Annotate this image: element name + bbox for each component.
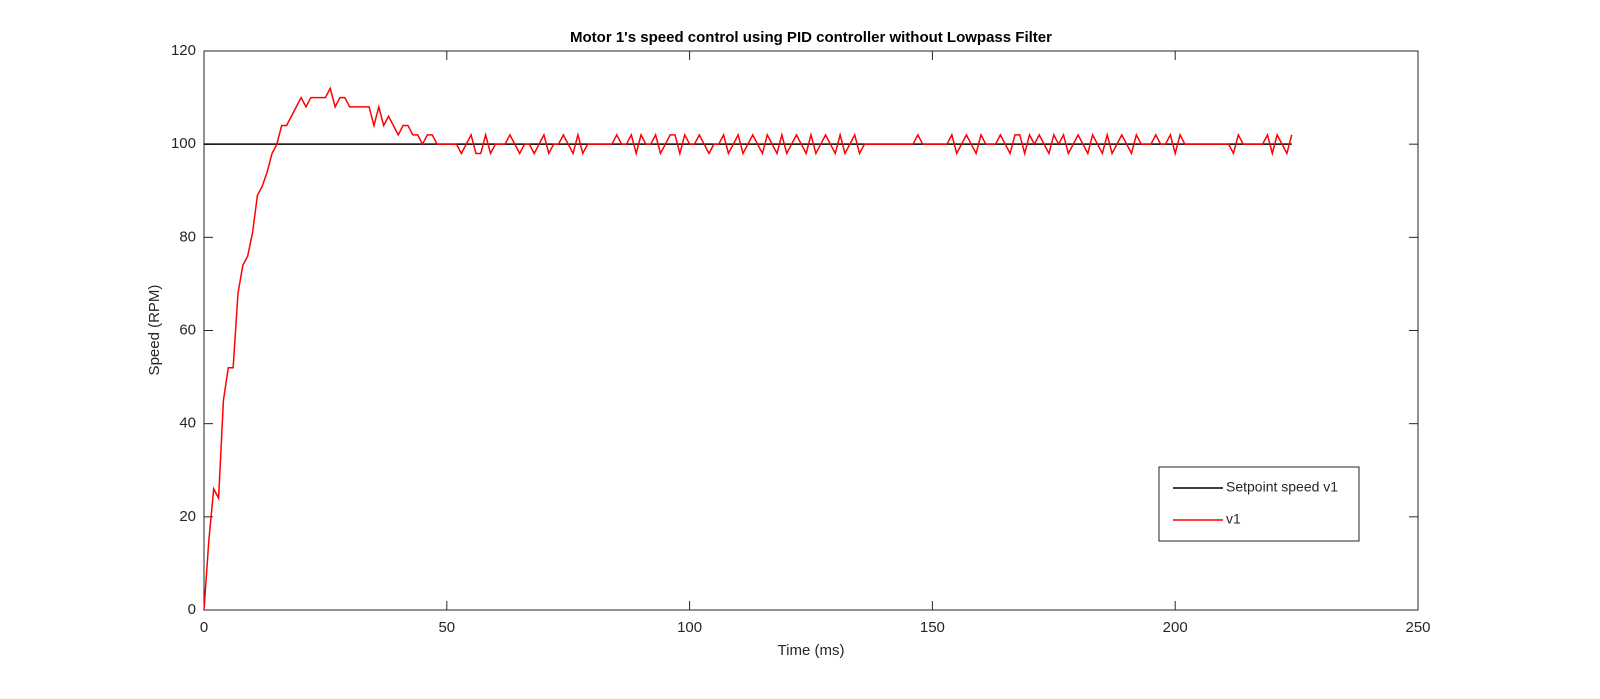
x-tick-label: 100: [677, 619, 702, 636]
y-axis-label: Speed (RPM): [146, 285, 163, 376]
y-tick-label: 120: [171, 42, 196, 59]
x-tick-label: 250: [1405, 619, 1430, 636]
x-tick-label: 150: [920, 619, 945, 636]
y-tick-label: 20: [179, 508, 196, 525]
x-tick-label: 0: [200, 619, 208, 636]
x-tick-label: 50: [438, 619, 455, 636]
series-line: [203, 86, 1293, 611]
legend-box: [1158, 466, 1360, 542]
legend-label: v1: [1226, 511, 1241, 527]
chart-title: Motor 1's speed control using PID contro…: [570, 29, 1052, 46]
y-tick-label: 60: [179, 321, 196, 338]
y-tick-label: 40: [179, 415, 196, 432]
y-tick-label: 0: [188, 601, 196, 618]
x-tick-label: 200: [1163, 619, 1188, 636]
y-tick-label: 80: [179, 228, 196, 245]
legend-label: Setpoint speed v1: [1226, 479, 1338, 495]
x-axis-label: Time (ms): [778, 642, 845, 659]
y-tick-label: 100: [171, 135, 196, 152]
